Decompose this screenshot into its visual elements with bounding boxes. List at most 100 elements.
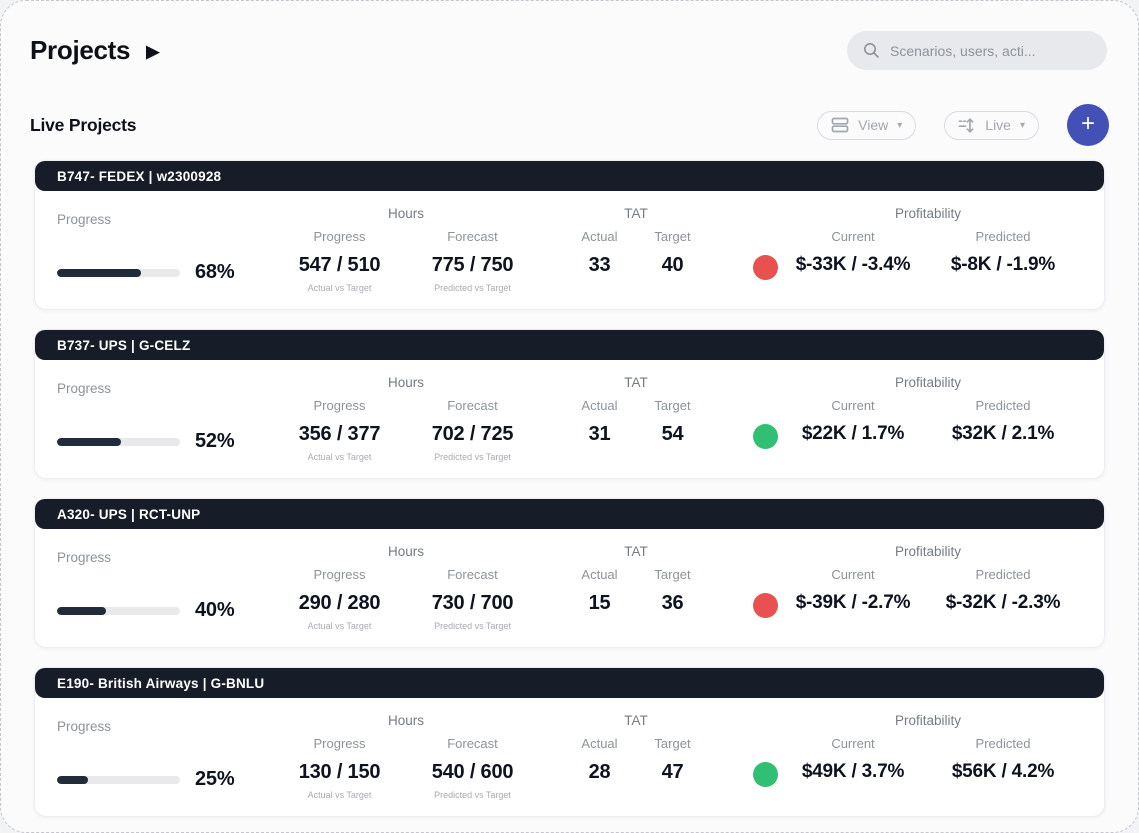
project-card[interactable]: A320- UPS | RCT-UNP Progress 40% Hours bbox=[34, 498, 1105, 648]
tat-target-value: 40 bbox=[661, 254, 684, 276]
hours-progress-value: 290 / 280 bbox=[298, 592, 381, 614]
profitability-heading: Profitability bbox=[894, 206, 962, 221]
progress-bar-fill bbox=[57, 268, 141, 277]
tat-target-label: Target bbox=[654, 567, 691, 582]
toolbar-actions: View ▾ Live ▾ + bbox=[817, 104, 1109, 146]
tat-actual-label: Actual bbox=[581, 398, 618, 413]
sort-live-icon bbox=[958, 117, 974, 133]
progress-percent: 52% bbox=[195, 430, 235, 452]
tat-actual-label: Actual bbox=[581, 736, 618, 751]
progress-percent: 68% bbox=[195, 261, 235, 283]
profitability-heading: Profitability bbox=[894, 375, 962, 390]
profit-predicted-value: $-8K / -1.9% bbox=[950, 254, 1056, 275]
project-card-body: Progress 52% Hours Progress 356 / 377 bbox=[35, 360, 1104, 478]
tat-section: TAT Actual 33 Target 40 bbox=[563, 203, 709, 281]
project-card-header: B747- FEDEX | w2300928 bbox=[35, 161, 1104, 191]
progress-section: Progress 68% bbox=[57, 203, 273, 284]
progress-label: Progress bbox=[57, 212, 112, 227]
profitability-section: Profitability Current $-33K / -3.4% Pred… bbox=[778, 203, 1078, 281]
project-card[interactable]: B737- UPS | G-CELZ Progress 52% Hours bbox=[34, 329, 1105, 479]
project-title: B747- FEDEX | w2300928 bbox=[57, 168, 222, 184]
tat-target-label: Target bbox=[654, 398, 691, 413]
hours-forecast-label: Forecast bbox=[447, 229, 498, 244]
progress-bar-fill bbox=[57, 775, 88, 784]
project-card-body: Progress 68% Hours Progress 547 / 510 bbox=[35, 191, 1104, 309]
add-project-button[interactable]: + bbox=[1067, 104, 1109, 146]
profit-current-value: $22K / 1.7% bbox=[801, 423, 905, 444]
rows-view-icon bbox=[831, 117, 849, 133]
hours-progress-value: 547 / 510 bbox=[298, 254, 381, 276]
progress-bar bbox=[57, 268, 180, 277]
chevron-down-icon: ▾ bbox=[1019, 119, 1025, 131]
progress-label: Progress bbox=[57, 719, 112, 734]
profit-current-value: $-39K / -2.7% bbox=[795, 592, 911, 613]
view-dropdown-button[interactable]: View ▾ bbox=[817, 110, 917, 140]
search-input[interactable]: Scenarios, users, acti... bbox=[847, 31, 1107, 70]
tat-heading: TAT bbox=[624, 375, 648, 390]
hours-section: Hours Progress 130 / 150 Actual vs Targe… bbox=[273, 710, 539, 802]
profit-current-label: Current bbox=[831, 567, 875, 582]
progress-bar bbox=[57, 775, 180, 784]
project-card[interactable]: B747- FEDEX | w2300928 Progress 68% Hour… bbox=[34, 160, 1105, 310]
progress-label: Progress bbox=[57, 381, 112, 396]
hours-forecast-label: Forecast bbox=[447, 398, 498, 413]
plus-icon: + bbox=[1080, 109, 1095, 137]
search-icon bbox=[864, 43, 879, 58]
progress-section: Progress 40% bbox=[57, 541, 273, 622]
profit-current-value: $49K / 3.7% bbox=[801, 761, 905, 782]
hours-forecast-caption: Predicted vs Target bbox=[434, 790, 511, 800]
tat-actual-value: 31 bbox=[588, 423, 611, 445]
hours-heading: Hours bbox=[387, 375, 424, 390]
profit-predicted-value: $32K / 2.1% bbox=[951, 423, 1055, 444]
hours-forecast-caption: Predicted vs Target bbox=[434, 452, 511, 462]
top-header: Projects ▶ Scenarios, users, acti... bbox=[1, 1, 1138, 70]
tat-actual-value: 28 bbox=[588, 761, 611, 783]
progress-label: Progress bbox=[57, 550, 112, 565]
status-dot bbox=[753, 255, 778, 280]
hours-forecast-value: 702 / 725 bbox=[431, 423, 514, 445]
tat-actual-label: Actual bbox=[581, 229, 618, 244]
tat-target-value: 36 bbox=[661, 592, 684, 614]
tat-section: TAT Actual 31 Target 54 bbox=[563, 372, 709, 450]
profit-predicted-label: Predicted bbox=[975, 398, 1031, 413]
toolbar: Live Projects View ▾ Live ▾ bbox=[1, 104, 1138, 146]
tat-actual-value: 15 bbox=[588, 592, 611, 614]
profit-current-value: $-33K / -3.4% bbox=[795, 254, 911, 275]
project-title: B737- UPS | G-CELZ bbox=[57, 337, 191, 353]
hours-progress-caption: Actual vs Target bbox=[307, 452, 372, 462]
page-title: Projects ▶ bbox=[30, 35, 159, 66]
tat-actual-label: Actual bbox=[581, 567, 618, 582]
profit-predicted-label: Predicted bbox=[975, 567, 1031, 582]
tat-target-label: Target bbox=[654, 736, 691, 751]
hours-forecast-caption: Predicted vs Target bbox=[434, 621, 511, 631]
status-dot bbox=[753, 593, 778, 618]
profitability-section: Profitability Current $22K / 1.7% Predic… bbox=[778, 372, 1078, 450]
hours-heading: Hours bbox=[387, 544, 424, 559]
profitability-section: Profitability Current $49K / 3.7% Predic… bbox=[778, 710, 1078, 788]
profit-predicted-value: $-32K / -2.3% bbox=[945, 592, 1061, 613]
hours-section: Hours Progress 356 / 377 Actual vs Targe… bbox=[273, 372, 539, 464]
hours-progress-value: 130 / 150 bbox=[298, 761, 381, 783]
project-card-header: E190- British Airways | G-BNLU bbox=[35, 668, 1104, 698]
title-expand-arrow-icon[interactable]: ▶ bbox=[146, 41, 159, 61]
progress-percent: 25% bbox=[195, 768, 235, 790]
project-title: E190- British Airways | G-BNLU bbox=[57, 675, 265, 691]
hours-forecast-label: Forecast bbox=[447, 567, 498, 582]
progress-bar bbox=[57, 437, 180, 446]
hours-forecast-value: 730 / 700 bbox=[431, 592, 514, 614]
page-title-text: Projects bbox=[30, 35, 131, 65]
tat-section: TAT Actual 15 Target 36 bbox=[563, 541, 709, 619]
project-card-body: Progress 40% Hours Progress 290 / 280 bbox=[35, 529, 1104, 647]
progress-bar bbox=[57, 606, 180, 615]
status-dot bbox=[753, 424, 778, 449]
tat-heading: TAT bbox=[624, 713, 648, 728]
tat-section: TAT Actual 28 Target 47 bbox=[563, 710, 709, 788]
tat-target-value: 47 bbox=[661, 761, 684, 783]
progress-bar-fill bbox=[57, 606, 107, 615]
profit-current-label: Current bbox=[831, 229, 875, 244]
live-filter-dropdown-button[interactable]: Live ▾ bbox=[944, 110, 1039, 140]
hours-section: Hours Progress 547 / 510 Actual vs Targe… bbox=[273, 203, 539, 295]
project-card[interactable]: E190- British Airways | G-BNLU Progress … bbox=[34, 667, 1105, 817]
profit-current-label: Current bbox=[831, 736, 875, 751]
progress-percent: 40% bbox=[195, 599, 235, 621]
